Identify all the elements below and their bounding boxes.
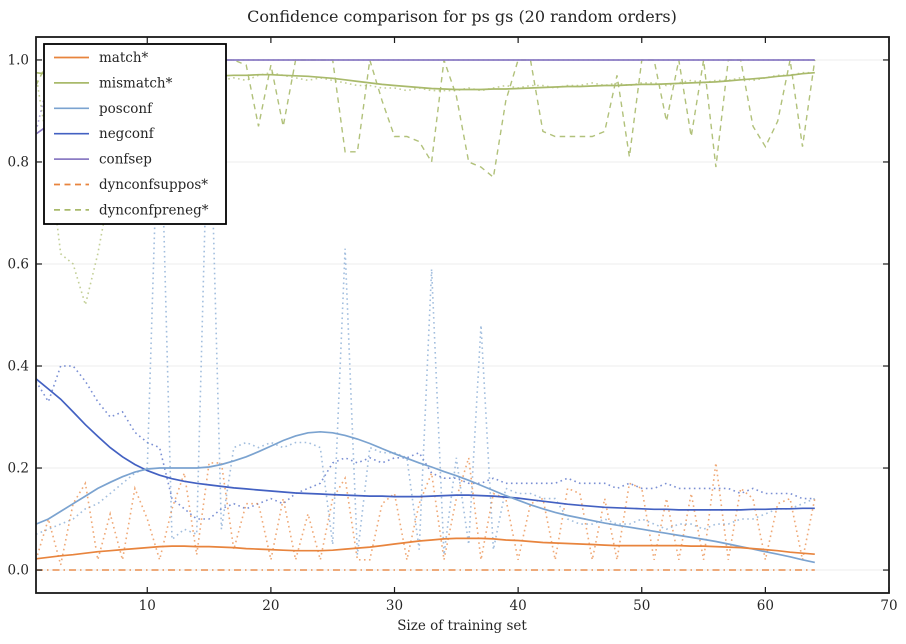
legend-label: confsep: [99, 152, 152, 168]
y-tick-label: 0.6: [8, 256, 29, 272]
series-negconf-raw: [35, 365, 815, 520]
legend-item-dynconfsuppos: dynconfsuppos*: [54, 177, 208, 193]
series-posconf-raw: [35, 65, 816, 555]
series-negconf: [35, 378, 815, 511]
x-tick-label: 60: [757, 598, 774, 614]
legend-label: negconf: [99, 126, 155, 142]
y-tick-label: 0.0: [8, 563, 29, 579]
legend-item-confsep: confsep: [54, 152, 152, 168]
legend-label: match*: [99, 50, 149, 66]
x-tick-label: 40: [510, 598, 527, 614]
legend-item-dynconfpreneg: dynconfpreneg*: [54, 202, 209, 218]
legend-item-mismatch: mismatch*: [54, 75, 173, 91]
series-posconf: [35, 430, 815, 564]
x-tick-label: 20: [262, 598, 279, 614]
y-tick-labels: 0.0 0.2 0.4 0.6 0.8 1.0: [8, 52, 29, 578]
legend-item-negconf: negconf: [54, 126, 155, 142]
legend-label: dynconfpreneg*: [99, 202, 209, 218]
series-match-raw: [35, 457, 816, 566]
x-tick-label: 10: [139, 598, 156, 614]
legend-label: posconf: [99, 101, 153, 117]
legend-item-posconf: posconf: [54, 101, 153, 117]
chart-title: Confidence comparison for ps gs (20 rand…: [247, 7, 677, 26]
y-tick-label: 0.8: [8, 154, 29, 170]
plot-frame: [35, 36, 890, 594]
legend: match* mismatch* posconf negconf confsep dync…: [43, 43, 227, 225]
y-tick-label: 0.4: [8, 359, 29, 375]
legend-label: dynconfsuppos*: [99, 177, 208, 193]
x-tick-label: 30: [386, 598, 403, 614]
x-tick-label: 50: [633, 598, 650, 614]
axis-ticks: [36, 37, 890, 593]
legend-item-match: match*: [54, 50, 149, 66]
x-axis-label: Size of training set: [397, 618, 527, 634]
x-tick-label: 70: [880, 598, 897, 614]
y-tick-label: 1.0: [8, 52, 29, 68]
series-mismatch-raw: [35, 71, 815, 308]
x-tick-labels: 10 20 30 40 50 60 70: [139, 598, 898, 614]
legend-label: mismatch*: [99, 75, 173, 91]
y-tick-label: 0.2: [8, 461, 29, 477]
series-match: [35, 537, 815, 560]
